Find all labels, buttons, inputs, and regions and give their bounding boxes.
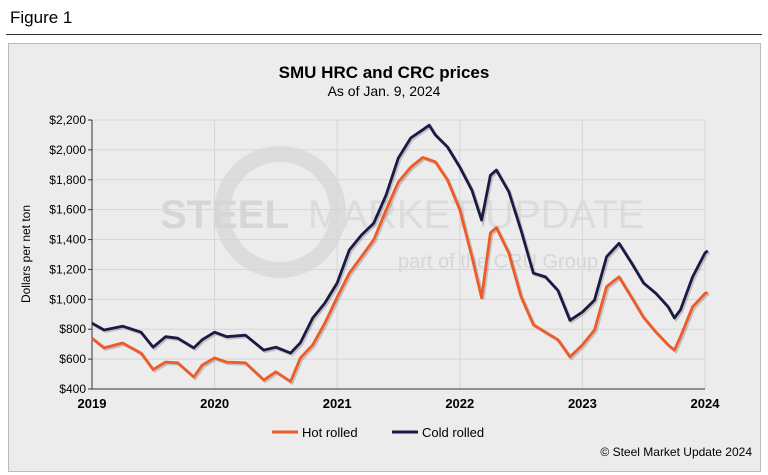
legend-label-hot-rolled: Hot rolled bbox=[302, 425, 358, 440]
x-tick-label: 2021 bbox=[323, 396, 352, 411]
series-line-hot-rolled bbox=[91, 156, 709, 383]
series-shadow bbox=[92, 124, 711, 357]
watermark-arc bbox=[214, 146, 346, 278]
chart-panel bbox=[8, 43, 761, 472]
x-tick-label: 2022 bbox=[445, 396, 474, 411]
y-tick-label: $600 bbox=[59, 352, 86, 366]
y-tick-label: $2,000 bbox=[49, 143, 86, 157]
chart-subtitle: As of Jan. 9, 2024 bbox=[328, 83, 441, 99]
figure-label: Figure 1 bbox=[10, 8, 73, 27]
watermark-logo: STEEL MARKET UPDATE part of the CRU Grou… bbox=[160, 146, 644, 278]
x-tick-label: 2020 bbox=[200, 396, 229, 411]
x-tick-label: 2019 bbox=[78, 396, 107, 411]
watermark-subtext: part of the CRU Group bbox=[398, 251, 598, 273]
header-rule bbox=[6, 34, 762, 35]
watermark-text: STEEL bbox=[160, 193, 289, 237]
y-tick-label: $1,800 bbox=[49, 173, 86, 187]
y-tick-label: $1,400 bbox=[49, 233, 86, 247]
x-tick-label: 2023 bbox=[568, 396, 597, 411]
y-tick-label: $800 bbox=[59, 322, 86, 336]
series-lines bbox=[91, 123, 711, 386]
y-tick-label: $1,600 bbox=[49, 203, 86, 217]
axes: $400 $600 $800 $1,000 $1,200 $1,400 $1,600 $1,8… bbox=[49, 113, 720, 411]
legend: Hot rolled Cold rolled bbox=[272, 425, 484, 440]
y-tick-label: $1,000 bbox=[49, 292, 86, 306]
copyright: © Steel Market Update 2024 bbox=[600, 445, 752, 459]
y-tick-label: $400 bbox=[59, 382, 86, 396]
y-tick-label: $2,200 bbox=[49, 113, 86, 127]
y-axis-label: Dollars per net ton bbox=[19, 205, 33, 303]
y-tick-label: $1,200 bbox=[49, 262, 86, 276]
legend-label-cold-rolled: Cold rolled bbox=[422, 425, 484, 440]
x-tick-label: 2024 bbox=[691, 396, 721, 411]
chart-title: SMU HRC and CRC prices bbox=[279, 63, 490, 82]
